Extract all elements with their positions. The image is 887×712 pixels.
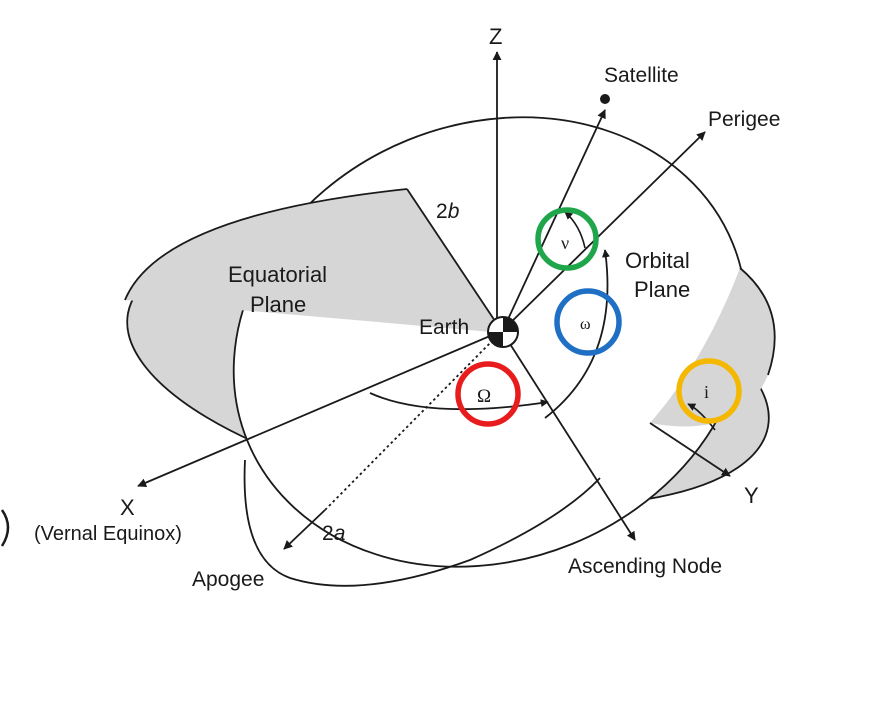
true-anomaly-marker: [535, 207, 599, 271]
satellite-label: Satellite: [604, 64, 679, 87]
inclination-marker: [676, 358, 742, 424]
earth-label: Earth: [419, 316, 469, 339]
earth-icon: [487, 316, 519, 348]
node-line: [406, 188, 504, 334]
semi-minor-label: 2b: [436, 200, 460, 223]
raan-marker: [455, 361, 521, 427]
true-anomaly-symbol: ν: [561, 233, 569, 253]
left-edge-paren-glyph: [0, 509, 10, 547]
semi-major-arrow: [283, 509, 326, 550]
ascending-node-label: Ascending Node: [568, 555, 722, 578]
y-axis-label: Y: [744, 483, 759, 508]
semi-major-var: a: [334, 522, 346, 545]
equatorial-plane-label-line2: Plane: [250, 292, 306, 317]
z-axis-label: Z: [489, 24, 502, 49]
equatorial-plane-label-line1: Equatorial: [228, 262, 327, 287]
semi-minor-var: b: [448, 200, 460, 223]
ascending-node-arrow: [502, 332, 636, 541]
inclination-arc: [687, 403, 716, 431]
apogee-label: Apogee: [192, 568, 264, 591]
equatorial-plane-left-shade: [125, 189, 503, 333]
apogee-dotted-line: [324, 335, 498, 511]
raan-arc: [369, 392, 549, 411]
orbit-lower-arc: [243, 459, 601, 587]
raan-symbol: Ω: [477, 386, 491, 407]
argument-of-perigee-marker: [554, 288, 622, 356]
equatorial-outline-left: [124, 188, 408, 301]
satellite-dot: [600, 94, 610, 104]
semi-major-prefix: 2: [322, 522, 334, 545]
x-axis-arrow: [137, 332, 498, 487]
semi-major-label: 2a: [322, 522, 345, 545]
x-axis-label: X: [120, 495, 135, 520]
equatorial-outline-right: [739, 267, 776, 376]
perigee-vector: [502, 131, 706, 331]
perigee-label: Perigee: [708, 108, 780, 131]
argument-of-perigee-arc: [544, 249, 610, 419]
satellite-vector: [502, 109, 606, 331]
orbital-plane-label-line2: Plane: [634, 277, 690, 302]
x-axis-note: (Vernal Equinox): [34, 523, 182, 545]
orbital-plane-label-line1: Orbital: [625, 248, 690, 273]
argument-of-perigee-symbol: ω: [580, 316, 591, 333]
inclination-symbol: i: [704, 382, 709, 402]
true-anomaly-arc: [564, 211, 586, 249]
y-axis-arrow: [649, 422, 731, 477]
semi-minor-prefix: 2: [436, 200, 448, 223]
